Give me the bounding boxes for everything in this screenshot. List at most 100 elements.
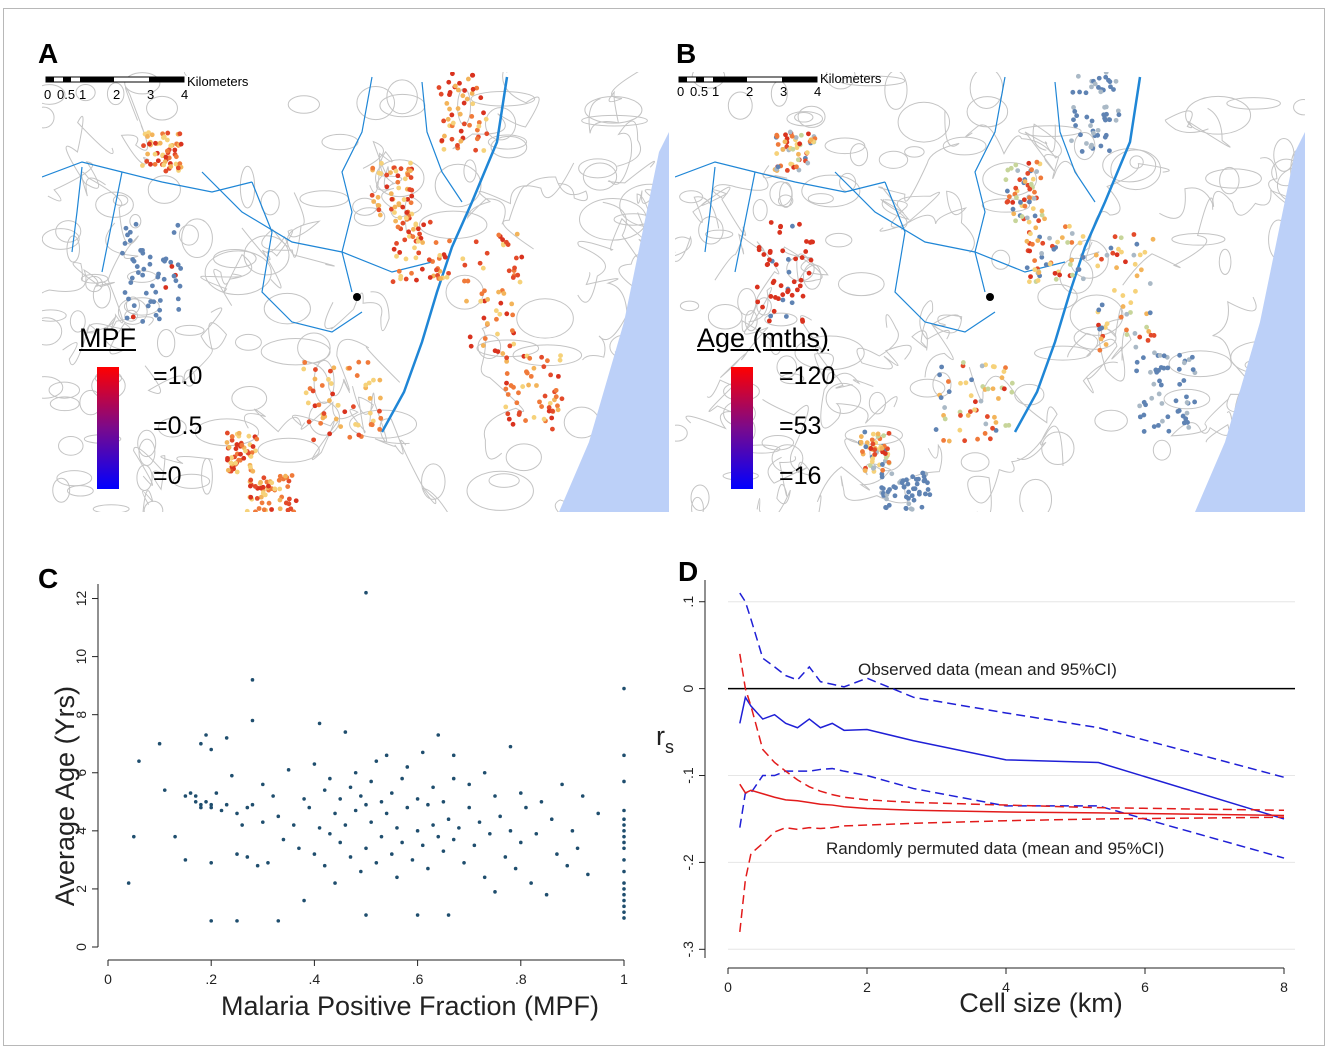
contour-line xyxy=(1218,248,1232,275)
survey-point xyxy=(254,495,260,501)
survey-point xyxy=(1039,212,1045,218)
survey-point xyxy=(514,400,520,406)
contour-line xyxy=(299,190,349,208)
survey-point xyxy=(1177,381,1183,387)
contour-line xyxy=(779,181,793,208)
survey-point xyxy=(550,426,555,432)
survey-point xyxy=(465,278,471,284)
survey-point xyxy=(886,430,892,436)
contour-line xyxy=(47,115,114,202)
survey-point xyxy=(1015,168,1021,174)
survey-point xyxy=(458,128,464,134)
scatter-point xyxy=(199,741,203,746)
survey-point xyxy=(405,172,411,178)
contour-line xyxy=(924,314,963,378)
survey-point xyxy=(1159,401,1165,406)
scatter-point xyxy=(183,858,188,862)
contour-line xyxy=(1037,283,1078,310)
survey-point xyxy=(806,131,811,137)
survey-point xyxy=(1177,352,1182,358)
survey-point xyxy=(1080,254,1086,260)
survey-point xyxy=(1078,132,1083,138)
scatter-point xyxy=(209,860,213,865)
survey-point xyxy=(461,121,467,127)
scatter-point xyxy=(462,860,466,865)
scatter-point xyxy=(235,811,239,816)
survey-point xyxy=(247,464,253,470)
scatter-point xyxy=(348,855,353,859)
survey-point xyxy=(537,399,542,405)
y-tick-label: .1 xyxy=(680,596,696,608)
scatter-point xyxy=(431,823,435,827)
panel-label-a: A xyxy=(38,38,59,69)
y-tick-label: 0 xyxy=(73,943,89,951)
survey-point xyxy=(477,260,483,266)
survey-point xyxy=(1114,265,1119,271)
survey-point xyxy=(127,238,133,243)
survey-point xyxy=(333,416,339,422)
survey-point xyxy=(1190,367,1196,373)
survey-point xyxy=(958,380,963,386)
survey-point xyxy=(449,136,455,142)
contour-line xyxy=(965,123,1062,159)
scatter-point xyxy=(580,794,585,798)
scatter-point xyxy=(317,826,322,830)
survey-point xyxy=(143,290,149,296)
survey-point xyxy=(1024,265,1030,271)
survey-point xyxy=(1173,398,1179,404)
survey-point xyxy=(503,386,509,392)
contour-line xyxy=(897,101,951,143)
survey-point xyxy=(355,422,361,428)
survey-point xyxy=(1137,403,1143,409)
contour-line xyxy=(143,500,164,512)
survey-point xyxy=(388,191,394,197)
scatter-point xyxy=(560,782,564,787)
survey-point xyxy=(1151,424,1157,430)
survey-point xyxy=(775,164,781,170)
contour-line xyxy=(62,250,124,366)
survey-point xyxy=(367,410,373,416)
contour-line xyxy=(174,324,205,336)
survey-point xyxy=(229,434,235,439)
contour-line xyxy=(133,446,214,491)
survey-point xyxy=(793,256,798,262)
survey-point xyxy=(260,484,266,490)
contour-line xyxy=(142,490,154,512)
survey-point xyxy=(501,291,507,296)
survey-point xyxy=(882,451,888,456)
survey-point xyxy=(764,262,770,268)
scatter-point xyxy=(622,686,626,691)
survey-point xyxy=(1132,331,1138,336)
survey-point xyxy=(794,287,800,293)
survey-point xyxy=(469,91,475,96)
survey-point xyxy=(457,80,462,86)
scatter-point xyxy=(622,817,626,822)
scatter-point xyxy=(622,808,626,813)
scatter-point xyxy=(436,834,441,839)
survey-point xyxy=(1067,262,1073,267)
survey-point xyxy=(450,120,456,126)
survey-point xyxy=(173,161,179,167)
survey-point xyxy=(794,164,799,170)
survey-point xyxy=(229,455,234,461)
survey-point xyxy=(880,462,885,467)
survey-point xyxy=(1019,214,1025,219)
survey-point xyxy=(327,398,332,403)
contour-line xyxy=(801,174,861,208)
contour-line xyxy=(42,376,64,399)
contour-line xyxy=(602,201,659,288)
survey-point xyxy=(173,278,179,284)
survey-point xyxy=(983,421,989,427)
contour-line xyxy=(1073,131,1096,161)
scale-tick-a: 1 xyxy=(79,87,87,102)
contour-line xyxy=(1205,168,1262,189)
survey-point xyxy=(481,110,486,116)
survey-point xyxy=(371,377,376,383)
survey-point xyxy=(376,203,382,209)
survey-point xyxy=(1088,144,1094,150)
survey-point xyxy=(474,136,480,142)
survey-point xyxy=(470,101,476,107)
survey-point xyxy=(541,416,547,422)
contour-line xyxy=(231,385,268,411)
